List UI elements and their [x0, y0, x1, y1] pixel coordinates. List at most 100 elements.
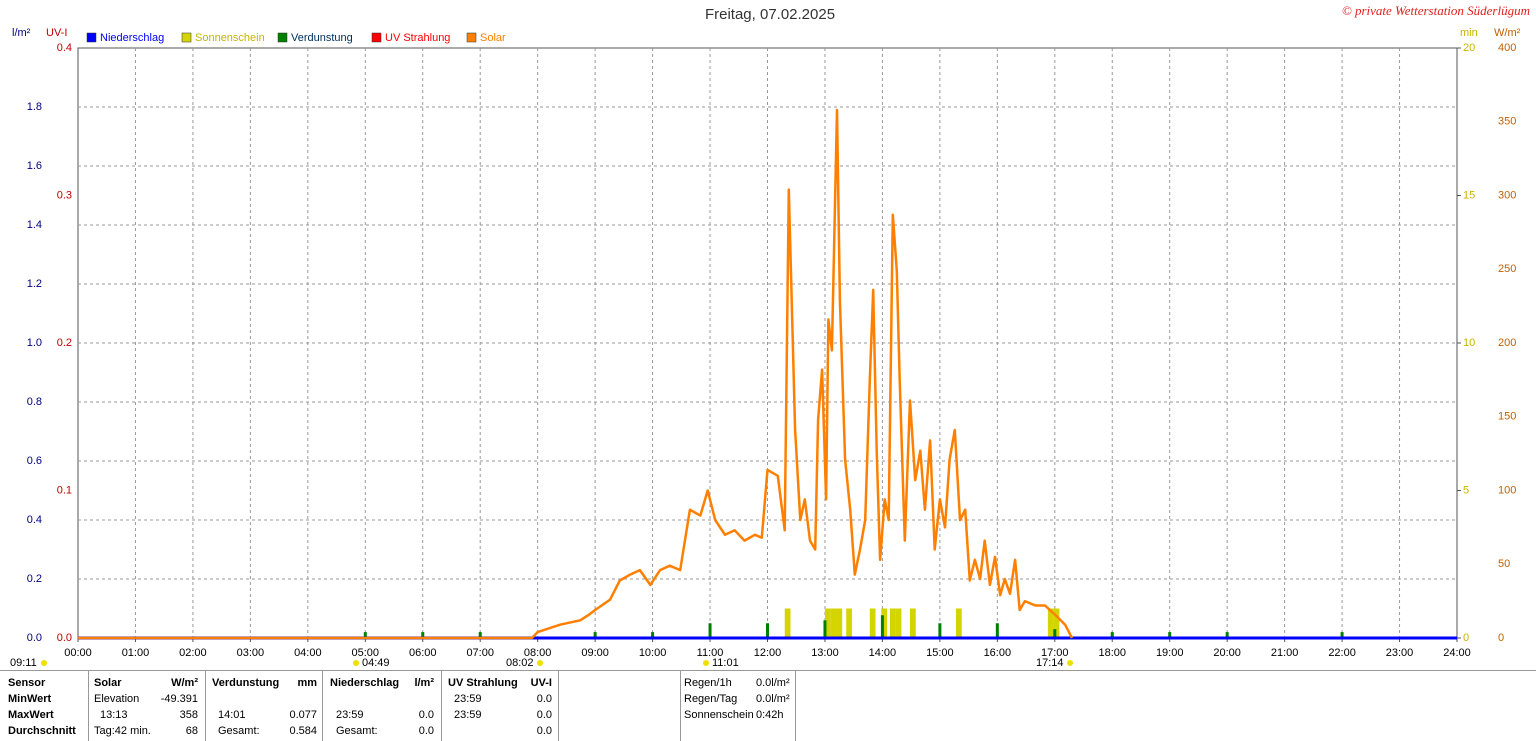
separator — [322, 671, 323, 741]
legend-label: Solar — [480, 32, 506, 44]
y3-tick-label: 250 — [1498, 263, 1516, 275]
x-tick-label: 17:00 — [1041, 647, 1069, 659]
x-tick-label: 22:00 — [1328, 647, 1356, 659]
uv-tick-label: 0.2 — [57, 337, 72, 349]
bar — [363, 632, 367, 638]
y-tick-label: 0.4 — [27, 514, 42, 526]
table-cell: 0.584 — [289, 725, 317, 737]
series-line — [78, 108, 1074, 640]
uv-tick-label: 0.1 — [57, 484, 72, 496]
table-cell: MinWert — [8, 693, 52, 705]
table-cell: 0.077 — [289, 709, 317, 721]
legend-swatch — [371, 32, 382, 43]
table-cell: 358 — [179, 709, 198, 721]
bar — [593, 632, 597, 638]
bar — [824, 608, 831, 638]
y2-tick-label: 5 — [1463, 484, 1469, 496]
legend-swatch — [277, 32, 288, 43]
table-cell: Durchschnitt — [8, 725, 76, 737]
x-tick-label: 00:00 — [64, 647, 92, 659]
bar — [836, 608, 843, 638]
sun-icon — [353, 660, 359, 666]
x-tick-label: 20:00 — [1213, 647, 1241, 659]
table-cell: MaxWert — [8, 709, 54, 721]
x-tick-label: 09:00 — [581, 647, 609, 659]
y3-tick-label: 50 — [1498, 558, 1510, 570]
y3-tick-label: 0 — [1498, 632, 1504, 644]
x-tick-label: 11:00 — [697, 647, 724, 659]
x-tick-label: 12:00 — [754, 647, 782, 659]
table-cell: 23:59 — [336, 709, 364, 721]
table-cell: Regen/1h — [684, 677, 732, 689]
table-cell: Regen/Tag — [684, 693, 738, 705]
x-tick-label: 04:00 — [294, 647, 322, 659]
x-tick-label: 19:00 — [1156, 647, 1184, 659]
table-cell: Tag:42 min. — [94, 725, 151, 737]
x-tick-label: 24:00 — [1443, 647, 1471, 659]
x-tick-label: 08:00 — [524, 647, 552, 659]
uv-tick-label: 0.3 — [57, 189, 72, 201]
bar — [995, 623, 999, 638]
legend-label: UV Strahlung — [385, 32, 450, 44]
separator — [205, 671, 206, 741]
table-cell: 0.0l/m² — [756, 677, 790, 689]
x-tick-label: 10:00 — [639, 647, 667, 659]
bar — [1168, 632, 1172, 638]
legend-label: Niederschlag — [100, 32, 164, 44]
y-axis-title: l/m² — [12, 27, 31, 39]
bar — [766, 623, 769, 638]
table-cell: 0.0l/m² — [756, 693, 790, 705]
separator — [795, 671, 796, 741]
sun-icon — [41, 660, 47, 666]
table-cell: 0.0 — [418, 725, 434, 737]
bar — [1047, 608, 1054, 638]
y2-tick-label: 0 — [1463, 632, 1469, 644]
table-cell: UV-I — [530, 677, 552, 689]
separator — [88, 671, 89, 741]
table-cell: Sonnenschein — [684, 709, 754, 721]
table-cell: l/m² — [414, 677, 434, 689]
bar — [784, 608, 791, 638]
x-tick-label: 03:00 — [237, 647, 265, 659]
bar — [1110, 632, 1114, 638]
table-cell: 0.0 — [536, 709, 552, 721]
x-tick-label: 05:00 — [352, 647, 380, 659]
x-tick-label: 18:00 — [1098, 647, 1126, 659]
y3-tick-label: 100 — [1498, 484, 1516, 496]
x-tick-label: 15:00 — [926, 647, 954, 659]
table-cell: 13:13 — [100, 709, 128, 721]
bar — [421, 632, 425, 638]
x-tick-label: 16:00 — [984, 647, 1012, 659]
table-cell: 14:01 — [218, 709, 246, 721]
bar — [889, 608, 896, 638]
legend-swatch — [466, 32, 477, 43]
y-tick-label: 0.6 — [27, 455, 42, 467]
uv-tick-label: 0.0 — [57, 632, 72, 644]
x-tick-label: 21:00 — [1271, 647, 1299, 659]
table-cell: 23:59 — [454, 709, 482, 721]
y-tick-label: 0.0 — [27, 632, 42, 644]
bar — [823, 620, 827, 638]
x-tick-label: 02:00 — [179, 647, 207, 659]
bar — [881, 608, 888, 638]
bar — [895, 608, 902, 638]
sun-icon — [537, 660, 543, 666]
x-tick-label: 07:00 — [466, 647, 494, 659]
legend-label: Sonnenschein — [195, 32, 265, 44]
y3-tick-label: 200 — [1498, 337, 1516, 349]
y-tick-label: 1.2 — [27, 278, 42, 290]
y3-tick-label: 350 — [1498, 116, 1516, 128]
y3-axis-title: W/m² — [1494, 27, 1521, 39]
annotation: 17:14 — [1036, 657, 1064, 669]
credit: © private Wetterstation Süderlügum — [1342, 3, 1530, 18]
table-cell: Solar — [94, 677, 122, 689]
x-tick-label: 23:00 — [1386, 647, 1414, 659]
y2-tick-label: 15 — [1463, 189, 1475, 201]
legend-swatch — [86, 32, 97, 43]
bar — [478, 632, 482, 638]
bar — [708, 623, 712, 638]
bar — [938, 623, 942, 638]
table-cell: Verdunstung — [212, 677, 280, 689]
bar — [846, 608, 852, 638]
